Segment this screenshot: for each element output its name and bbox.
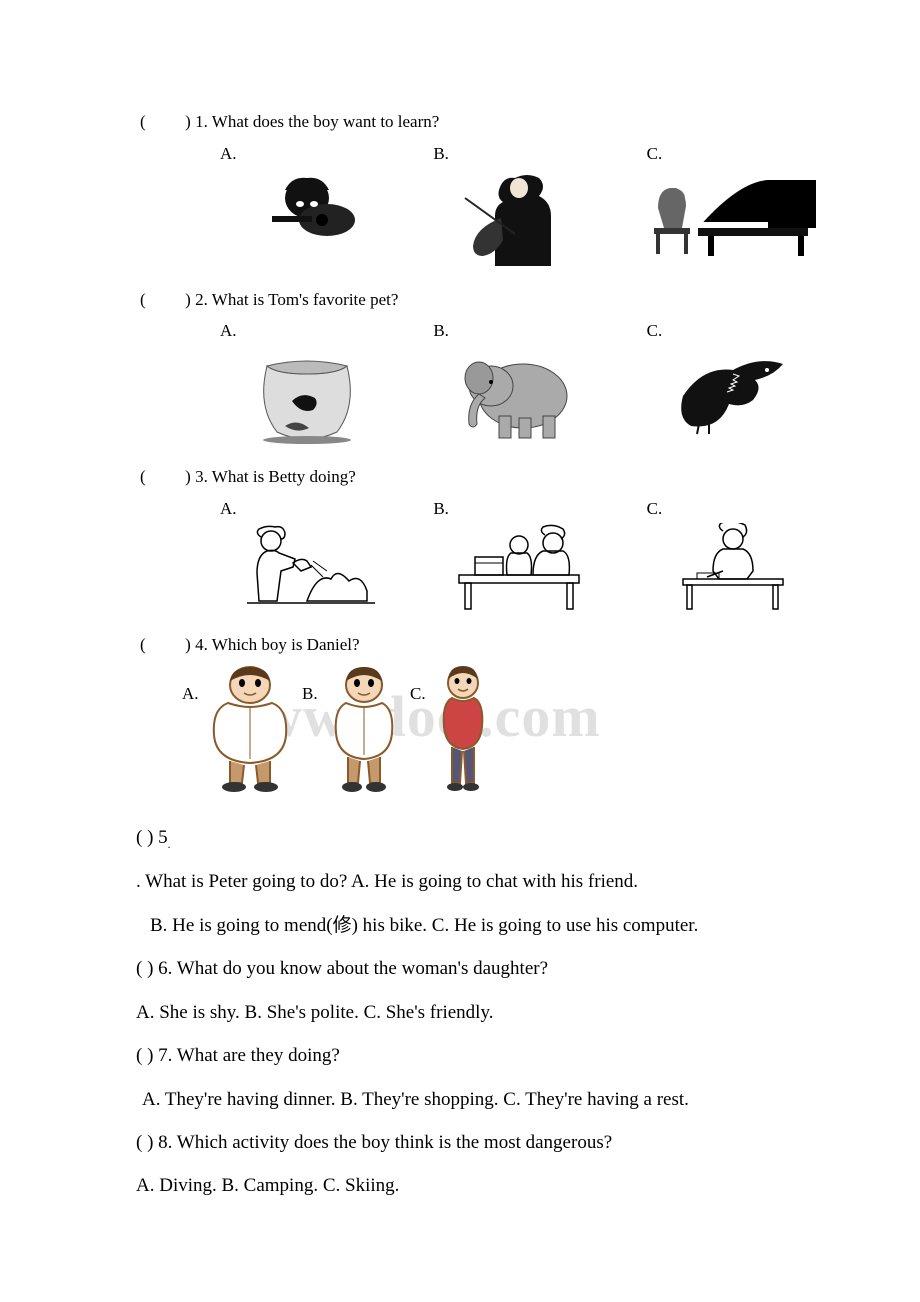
q2-opt-a-label: A. <box>220 318 237 344</box>
q4-text: ) 4. Which boy is Daniel? <box>185 635 359 654</box>
q5-line1: ( ) 5. <box>100 823 820 854</box>
question-3: ( ) 3. What is Betty doing? <box>140 463 840 492</box>
q1-options: A. B. <box>200 141 840 278</box>
q2-opt-c-label: C. <box>647 318 663 344</box>
boy-thin-icon <box>428 663 498 803</box>
boy-medium-icon <box>320 663 408 803</box>
q5-line2: . What is Peter going to do? A. He is go… <box>100 867 820 896</box>
violin-girl-icon <box>455 168 585 278</box>
q8-options: A. Diving. B. Camping. C. Skiing. <box>100 1171 820 1200</box>
guitar-boy-icon <box>252 168 362 258</box>
worksheet-image-block: ( ) 1. What does the boy want to learn? … <box>140 108 840 803</box>
boy-fat-icon <box>200 663 300 803</box>
q4-lead: ( <box>140 635 146 654</box>
q1-opt-c-label: C. <box>647 141 663 167</box>
q2-opt-b: B. <box>413 318 626 455</box>
q2-opt-c: C. <box>627 318 840 445</box>
q4-options-row: ww. doc .com A. <box>160 663 840 803</box>
q7-options: A. They're having dinner. B. They're sho… <box>100 1085 820 1114</box>
q2-options: A. B. <box>200 318 840 455</box>
q7-question: ( ) 7. What are they doing? <box>100 1041 820 1070</box>
q1-opt-a-label: A. <box>220 141 237 167</box>
q2-text: ) 2. What is Tom's favorite pet? <box>185 290 398 309</box>
q5-line1-text: ( ) 5 <box>136 827 168 848</box>
q1-text: ) 1. What does the boy want to learn? <box>185 112 439 131</box>
q1-opt-b: B. <box>413 141 626 278</box>
q4-options: A. <box>200 663 518 803</box>
q6-options: A. She is shy. B. She's polite. C. She's… <box>100 998 820 1027</box>
bird-icon <box>663 346 803 446</box>
q4-opt-b: B. <box>320 663 408 803</box>
text-questions: ( ) 5. . What is Peter going to do? A. H… <box>100 823 820 1201</box>
q4-opt-b-label: B. <box>302 681 318 707</box>
q5-line3: B. He is going to mend(修) his bike. C. H… <box>100 911 820 940</box>
q3-opt-a: A. <box>200 496 413 623</box>
q1-opt-c: C. <box>627 141 840 268</box>
piano-player-icon <box>648 168 818 268</box>
q2-opt-b-label: B. <box>433 318 449 344</box>
question-1: ( ) 1. What does the boy want to learn? <box>140 108 840 137</box>
q3-opt-b: B. <box>413 496 626 623</box>
q1-opt-a: A. <box>200 141 413 258</box>
q7-options-text: A. They're having dinner. B. They're sho… <box>142 1089 689 1110</box>
q8-question: ( ) 8. Which activity does the boy think… <box>100 1128 820 1157</box>
question-4: ( ) 4. Which boy is Daniel? <box>140 631 840 660</box>
q4-opt-c: C. <box>428 663 498 803</box>
q2-lead: ( <box>140 290 146 309</box>
studying-at-desk-icon <box>445 523 595 623</box>
q3-opt-c: C. <box>627 496 840 623</box>
q1-lead: ( <box>140 112 146 131</box>
q1-opt-b-label: B. <box>433 141 449 167</box>
q4-opt-c-label: C. <box>410 681 426 707</box>
q3-opt-c-label: C. <box>647 496 663 522</box>
q5-line1-dot: . <box>168 838 171 850</box>
q5-line3-text: B. He is going to mend(修) his bike. C. H… <box>150 915 698 936</box>
q3-text: ) 3. What is Betty doing? <box>185 467 356 486</box>
elephant-icon <box>455 346 585 456</box>
writing-at-desk-icon <box>673 523 793 623</box>
q4-opt-a: A. <box>200 663 300 803</box>
q4-opt-a-label: A. <box>182 681 199 707</box>
watering-plants-icon <box>237 523 377 623</box>
q3-options: A. B. <box>200 496 840 623</box>
question-2: ( ) 2. What is Tom's favorite pet? <box>140 286 840 315</box>
q3-lead: ( <box>140 467 146 486</box>
fishbowl-icon <box>247 346 367 456</box>
q2-opt-a: A. <box>200 318 413 455</box>
q6-question: ( ) 6. What do you know about the woman'… <box>100 954 820 983</box>
q3-opt-b-label: B. <box>433 496 449 522</box>
q3-opt-a-label: A. <box>220 496 237 522</box>
